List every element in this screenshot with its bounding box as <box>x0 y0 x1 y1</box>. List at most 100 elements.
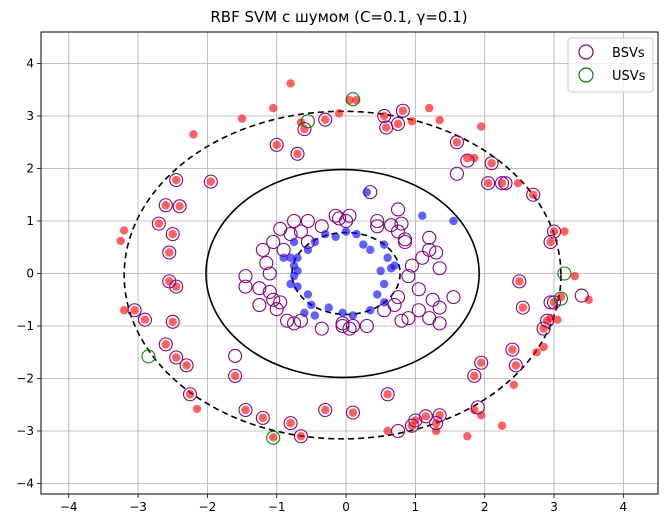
point-outer-68 <box>553 315 562 324</box>
bsv-marker-97 <box>370 219 385 234</box>
point-outer-20 <box>175 202 184 211</box>
bsv-marker-119 <box>446 290 461 305</box>
bsv-marker-57 <box>460 153 475 168</box>
point-outer-43 <box>321 405 330 415</box>
bsv-marker-102 <box>332 211 347 226</box>
point-inner-34 <box>449 216 458 226</box>
bsv-marker-88 <box>422 242 437 257</box>
point-inner-9 <box>286 279 295 289</box>
bsv-marker-27 <box>255 410 270 425</box>
bsv-marker-32 <box>380 387 395 402</box>
bsv-marker-90 <box>422 230 437 245</box>
point-outer-13 <box>272 140 281 150</box>
point-inner-24 <box>390 261 399 270</box>
point-inner-29 <box>348 311 358 320</box>
bsv-marker-31 <box>345 405 361 420</box>
point-outer-31 <box>119 306 129 315</box>
bsv-marker-10 <box>158 198 173 213</box>
bsv-marker-66 <box>266 292 281 307</box>
bsv-marker-36 <box>418 409 433 424</box>
point-inner-26 <box>373 290 382 299</box>
point-outer-28 <box>168 317 177 326</box>
bsv-marker-12 <box>151 216 166 231</box>
boundary-curves <box>123 110 562 440</box>
bsv-marker-67 <box>269 302 284 317</box>
point-outer-16 <box>189 130 198 139</box>
point-outer-56 <box>497 421 507 430</box>
point-outer-9 <box>398 106 408 115</box>
point-outer-15 <box>237 114 247 123</box>
bsv-marker-46 <box>546 295 562 310</box>
bsv-marker-47 <box>543 295 558 310</box>
point-inner-25 <box>379 279 389 289</box>
bsv-marker-63 <box>262 266 277 281</box>
point-inner-22 <box>376 266 385 276</box>
y-tick-label-1: −3 <box>16 424 34 438</box>
point-outer-82 <box>463 153 472 163</box>
data-points <box>116 79 593 445</box>
usv-marker-3 <box>553 291 568 306</box>
bsv-marker-87 <box>415 250 430 265</box>
bsv-marker-26 <box>238 402 253 418</box>
y-tick-label-7: 3 <box>26 109 34 123</box>
bsv-marker-111 <box>266 234 281 250</box>
usv-marker-2 <box>557 266 572 281</box>
point-outer-85 <box>435 116 444 125</box>
bsv-marker-64 <box>252 281 267 296</box>
point-outer-49 <box>421 412 430 421</box>
y-tick-label-4: 0 <box>26 267 34 281</box>
bsv-marker-83 <box>425 292 440 307</box>
bsv-marker-70 <box>293 313 309 328</box>
bsv-marker-1 <box>318 112 333 127</box>
bsv-marker-105 <box>286 213 302 229</box>
legend-marker-bsvs <box>578 44 594 60</box>
point-inner-3 <box>293 253 302 262</box>
point-outer-34 <box>182 361 191 370</box>
point-outer-17 <box>206 177 216 186</box>
point-outer-25 <box>165 248 174 257</box>
point-outer-57 <box>470 371 479 381</box>
point-inner-20 <box>379 240 389 249</box>
bsv-marker-33 <box>390 423 406 439</box>
point-outer-45 <box>383 390 392 399</box>
bsv-marker-37 <box>432 408 447 423</box>
bsv-marker-80 <box>411 303 426 318</box>
legend-label-usvs: USVs <box>612 69 646 84</box>
y-tick-label-8: 4 <box>26 57 34 71</box>
point-outer-11 <box>286 79 295 88</box>
bsv-marker-48 <box>512 274 527 289</box>
bsv-marker-28 <box>283 416 298 431</box>
point-outer-2 <box>321 115 330 124</box>
bsv-marker-8 <box>203 174 218 189</box>
point-outer-69 <box>556 292 566 302</box>
point-outer-8 <box>393 119 403 129</box>
point-outer-61 <box>509 380 519 389</box>
point-inner-32 <box>310 311 320 320</box>
bsv-marker-5 <box>395 103 410 118</box>
point-inner-12 <box>307 300 316 310</box>
point-outer-67 <box>546 313 555 323</box>
y-tick-label-3: −1 <box>16 319 34 333</box>
bsv-marker-108 <box>273 221 288 236</box>
point-outer-86 <box>515 277 524 286</box>
point-inner-30 <box>338 308 347 318</box>
bsv-marker-114 <box>252 297 267 313</box>
x-tick-label-7: 3 <box>550 500 558 514</box>
point-outer-32 <box>161 340 170 349</box>
point-outer-73 <box>560 227 569 236</box>
bsv-marker-58 <box>449 135 465 150</box>
point-outer-65 <box>539 342 548 352</box>
point-outer-37 <box>230 371 240 381</box>
x-tick-label-4: 0 <box>342 500 350 514</box>
point-outer-44 <box>348 408 358 417</box>
point-outer-76 <box>513 179 523 188</box>
point-outer-66 <box>549 298 559 307</box>
point-outer-83 <box>477 122 486 131</box>
bsv-marker-73 <box>345 318 361 334</box>
decision-boundary <box>205 168 480 379</box>
margin-boundary-0 <box>123 110 562 440</box>
point-inner-17 <box>352 229 361 239</box>
point-outer-36 <box>192 404 202 414</box>
point-inner-11 <box>303 290 313 299</box>
